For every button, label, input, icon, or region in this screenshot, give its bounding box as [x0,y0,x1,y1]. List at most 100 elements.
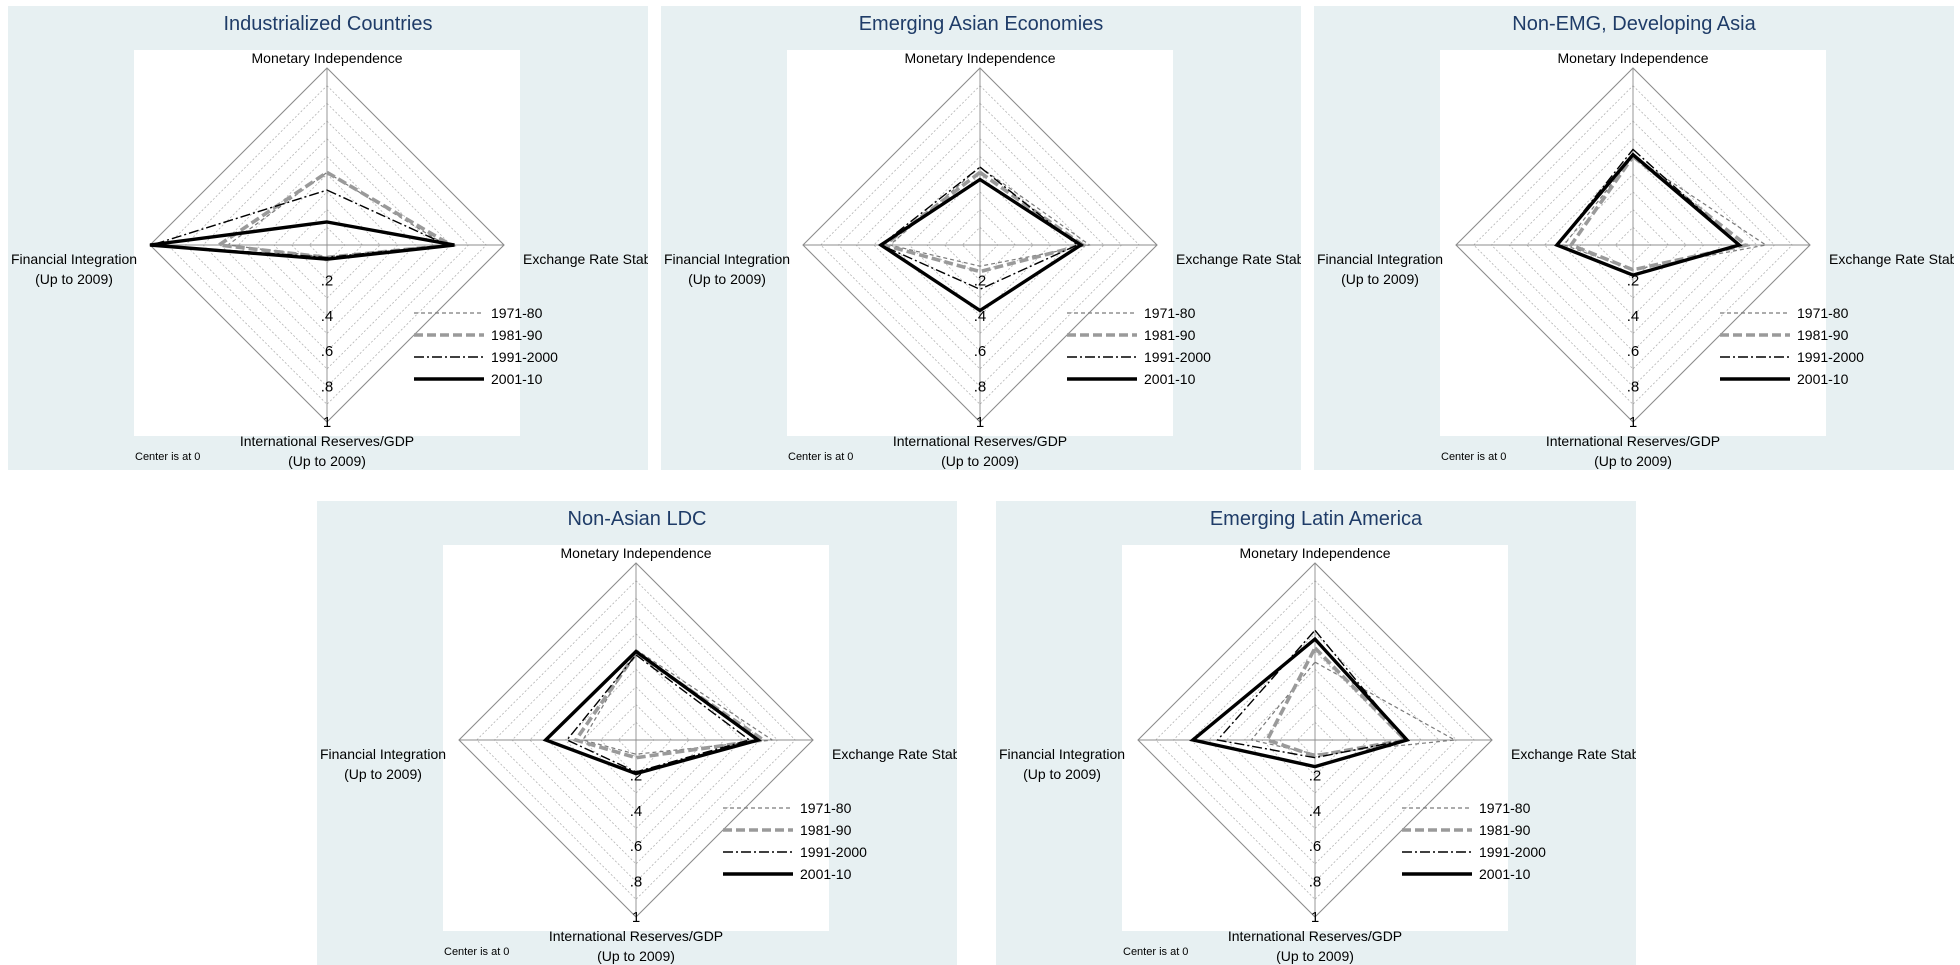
tick-label: .6 [321,343,334,360]
tick-label: 1 [323,414,331,431]
axis-label-top: Monetary Independence [1558,50,1709,66]
tick-label: .8 [1309,874,1322,891]
tick-label: .8 [321,379,334,396]
tick-label: 1 [632,909,640,926]
series-line-2001-10 [1554,152,1743,277]
axis-label-right: Exchange Rate Stability [1829,251,1954,267]
chart-title: Emerging Latin America [1210,508,1423,530]
radar-panel-emerging-asia: Emerging Asian Economies .2 .4 .6 .8 1 Monetar… [661,6,1301,470]
axis-label-left-sub: (Up to 2009) [35,271,113,287]
tick-label: .2 [974,272,987,289]
axis-label-left-sub: (Up to 2009) [1341,271,1419,287]
legend-label: 1981-90 [1144,327,1196,343]
series-line-1991-2000 [151,189,451,259]
axis-label-right: Exchange Rate Stability [1511,746,1636,762]
tick-label: .6 [630,838,643,855]
radar-chart: Industrialized Countries .2 .4 .6 .8 1 Monetar… [8,6,648,470]
grid-ring [1190,615,1440,865]
series-line-2001-10 [542,649,762,776]
legend-label: 1981-90 [1479,822,1531,838]
axis-label-top: Monetary Independence [561,545,712,561]
series-line-1981-90 [1264,644,1409,758]
center-note: Center is at 0 [135,451,200,463]
tick-label: .4 [974,308,987,325]
tick-label: .2 [321,272,334,289]
series-line-1971-80 [1250,661,1457,755]
legend-label: 1971-80 [1479,800,1531,816]
tick-label: .8 [630,874,643,891]
radar-panel-non-emg-asia: Non-EMG, Developing Asia .2 .4 .6 .8 1 Monetar… [1314,6,1954,470]
grid-ring [961,226,999,264]
axis-label-bottom: International Reserves/GDP [1228,928,1402,944]
tick-label: .4 [1309,803,1322,820]
radar-chart: Non-EMG, Developing Asia .2 .4 .6 .8 1 Monetar… [1314,6,1954,470]
legend-label: 1991-2000 [800,844,867,860]
chart-title: Non-EMG, Developing Asia [1512,13,1756,35]
series-line-2001-10 [877,177,1085,313]
tick-label: 1 [1311,909,1319,926]
tick-label: .2 [1309,767,1322,784]
center-note: Center is at 0 [788,451,853,463]
legend-label: 1991-2000 [1797,349,1864,365]
axis-label-left-sub: (Up to 2009) [1023,766,1101,782]
tick-label: 1 [976,414,984,431]
axis-label-right: Exchange Rate Stability [1176,251,1301,267]
tick-label: .4 [321,308,334,325]
chart-title: Industrialized Countries [224,13,433,35]
tick-label: .2 [630,767,643,784]
tick-label: .2 [1627,272,1640,289]
tick-label: .8 [974,379,987,396]
tick-label: .8 [1627,379,1640,396]
center-note: Center is at 0 [444,946,509,958]
legend-label: 2001-10 [800,866,852,882]
grid-ring [617,721,655,759]
legend-label: 1991-2000 [1479,844,1546,860]
grid-ring [308,226,346,264]
radar-panel-industrialized: Industrialized Countries .2 .4 .6 .8 1 Monetar… [8,6,648,470]
series-line-2001-10 [1189,636,1411,769]
tick-label: .6 [974,343,987,360]
axis-label-bottom-sub: (Up to 2009) [1276,948,1354,964]
series-line-1981-90 [572,650,769,760]
series-line-1971-80 [581,648,775,755]
legend-label: 1981-90 [491,327,543,343]
axis-label-left: Financial Integration [1317,251,1443,267]
axis-label-top: Monetary Independence [252,50,403,66]
tick-label: 1 [1629,414,1637,431]
legend-label: 2001-10 [1479,866,1531,882]
tick-label: .6 [1627,343,1640,360]
axis-label-bottom-sub: (Up to 2009) [1594,453,1672,469]
legend-label: 1981-90 [800,822,852,838]
radar-panel-non-asian-ldc: Non-Asian LDC .2 .4 .6 .8 1 Monetary Independe… [317,501,957,965]
center-note: Center is at 0 [1123,946,1188,958]
axis-label-bottom-sub: (Up to 2009) [288,453,366,469]
axis-label-left: Financial Integration [11,251,137,267]
series-line-1991-2000 [879,166,1079,291]
legend-label: 2001-10 [1144,371,1196,387]
axis-label-left-sub: (Up to 2009) [688,271,766,287]
radar-panel-emerging-latam: Emerging Latin America .2 .4 .6 .8 1 Monetary … [996,501,1636,965]
radar-chart: Emerging Latin America .2 .4 .6 .8 1 Monetary … [996,501,1636,965]
legend-label: 1991-2000 [1144,349,1211,365]
radar-chart: Emerging Asian Economies .2 .4 .6 .8 1 Monetar… [661,6,1301,470]
grid-ring [1614,226,1652,264]
axis-label-bottom: International Reserves/GDP [549,928,723,944]
series-line-1971-80 [1563,155,1768,271]
legend-label: 1971-80 [1797,305,1849,321]
tick-label: .4 [1627,308,1640,325]
chart-title: Non-Asian LDC [568,508,707,530]
legend-label: 2001-10 [1797,371,1849,387]
axis-label-bottom: International Reserves/GDP [1546,433,1720,449]
grid-ring [1296,721,1334,759]
legend-label: 1991-2000 [491,349,558,365]
axis-label-top: Monetary Independence [1240,545,1391,561]
legend-label: 1981-90 [1797,327,1849,343]
axis-label-right: Exchange Rate Stability [832,746,957,762]
grid-ring [1543,155,1723,335]
grid-ring [1225,650,1405,830]
axis-label-top: Monetary Independence [905,50,1056,66]
legend-label: 1971-80 [800,800,852,816]
axis-label-bottom-sub: (Up to 2009) [597,948,675,964]
center-note: Center is at 0 [1441,451,1506,463]
grid-ring [202,120,452,370]
